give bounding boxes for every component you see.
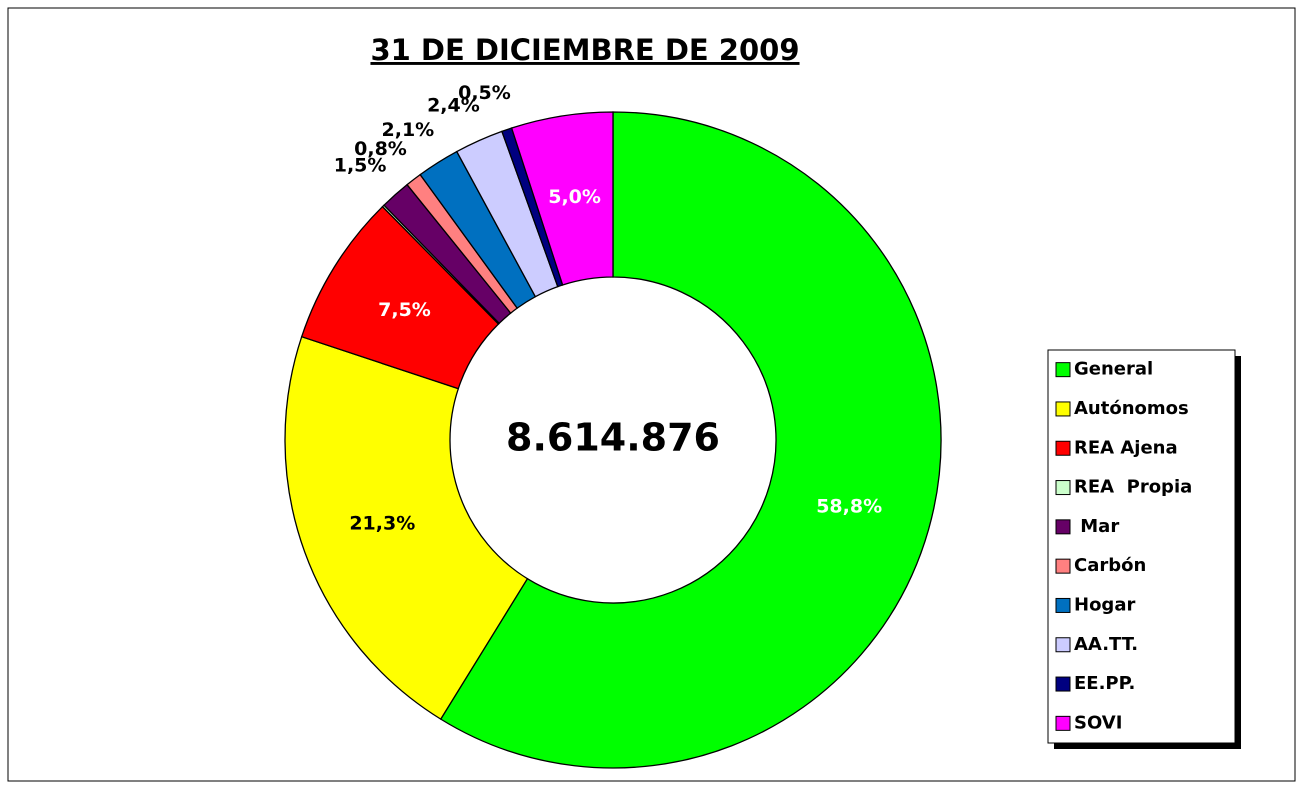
data-label: 21,3% [349,512,415,534]
legend-label: Carbón [1074,555,1146,576]
donut-slice [439,111,942,769]
donut-slice [510,111,614,286]
legend-swatch [1055,637,1071,653]
legend-swatch [1055,362,1071,378]
data-label: 1,5% [334,155,387,177]
legend-box [1047,349,1236,744]
data-label: 2,4% [427,94,480,116]
data-label: 7,5% [378,299,431,321]
legend-swatch [1055,401,1071,417]
legend-label: REA Ajena [1074,437,1178,458]
legend-swatch [1055,480,1071,496]
donut-slice [284,335,529,721]
legend-label: SOVI [1074,712,1122,733]
chart-title: 31 DE DICIEMBRE DE 2009 [370,33,799,67]
data-label: 2,1% [382,119,435,141]
center-label: 8.614.876 [506,416,720,460]
data-label: 0,8% [354,138,407,160]
legend-label: AA.TT. [1074,634,1138,655]
data-label: 5,0% [548,186,601,208]
legend-label: Mar [1074,516,1119,537]
legend-swatch [1055,715,1071,731]
legend-swatch [1055,558,1071,574]
legend-swatch [1055,676,1071,692]
legend-label: REA Propia [1074,477,1192,498]
legend-swatch [1055,519,1071,535]
legend-swatch [1055,440,1071,456]
data-label: 0,5% [458,82,511,104]
data-label: 58,8% [816,496,882,518]
legend-label: EE.PP. [1074,673,1135,694]
legend-swatch [1055,597,1071,613]
legend-label: Hogar [1074,594,1135,615]
legend-label: Autónomos [1074,398,1189,419]
legend-label: General [1074,359,1153,380]
